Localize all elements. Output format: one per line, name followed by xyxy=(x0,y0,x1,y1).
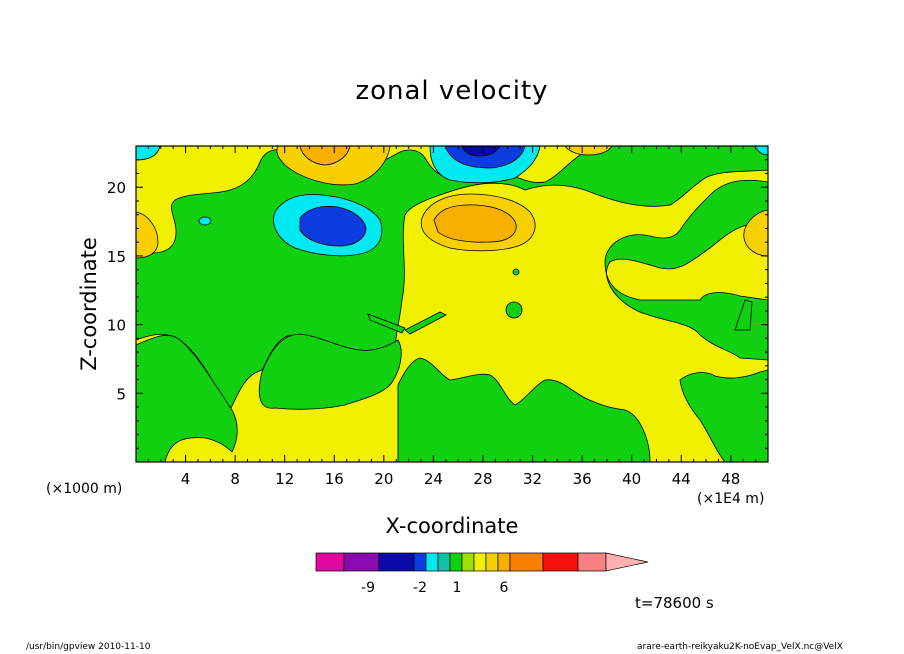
contour-right-island xyxy=(734,299,753,331)
y-tick-label: 20 xyxy=(107,179,126,197)
contour-center-green xyxy=(258,333,402,410)
contour-blob-mid xyxy=(505,301,523,319)
colorbar-segment xyxy=(425,552,439,572)
x-tick-label: 32 xyxy=(523,470,542,488)
colorbar-arrow xyxy=(605,552,649,572)
contour-blob-left xyxy=(198,216,212,226)
x-tick-label: 36 xyxy=(573,470,592,488)
plot-frame xyxy=(135,145,769,463)
colorbar-segment xyxy=(509,552,544,572)
colorbar: -9 -2 1 6 xyxy=(315,552,649,596)
contour-pos-orange xyxy=(433,204,517,243)
footer-source-file: arare-earth-reikyaku2K-noEvap_VelX.nc@Ve… xyxy=(637,642,843,652)
contour-far-right-green xyxy=(679,369,768,462)
chart-title: zonal velocity xyxy=(355,76,549,106)
contour-left-orange xyxy=(136,211,159,259)
x-scale-label: (×1E4 m) xyxy=(697,491,765,507)
x-axis-label: X-coordinate xyxy=(385,514,519,538)
x-tick-label: 4 xyxy=(181,470,191,488)
colorbar-tick-label: -9 xyxy=(361,580,375,596)
x-tick-label: 40 xyxy=(622,470,641,488)
colorbar-segment xyxy=(577,552,607,572)
y-tick-label: 10 xyxy=(107,317,126,335)
x-tick-label: 28 xyxy=(473,470,492,488)
colorbar-segment xyxy=(473,552,487,572)
contour-top-pos-orange xyxy=(299,146,351,166)
colorbar-segment xyxy=(497,552,511,572)
x-tick-label: 16 xyxy=(325,470,344,488)
z-scale-label: (×1000 m) xyxy=(46,481,123,497)
y-tick-label: 5 xyxy=(116,385,126,403)
x-tick-label: 20 xyxy=(374,470,393,488)
contour-top-neg-core xyxy=(461,146,501,157)
contour-top-right-yellow xyxy=(564,146,613,156)
colorbar-segment xyxy=(413,552,427,572)
colorbar-segment xyxy=(437,552,451,572)
time-label: t=78600 s xyxy=(635,594,714,612)
x-tick-label: 8 xyxy=(230,470,240,488)
colorbar-segment xyxy=(343,552,380,572)
colorbar-tick-label: 1 xyxy=(453,580,462,596)
contour-field xyxy=(136,146,768,462)
contour-neg-blue xyxy=(299,206,367,247)
colorbar-segment xyxy=(461,552,475,572)
contour-filament xyxy=(404,311,447,335)
x-tick-label: 48 xyxy=(721,470,740,488)
y-tick-label: 15 xyxy=(107,248,126,266)
colorbar-segment xyxy=(485,552,499,572)
contour-upper-green xyxy=(136,146,768,361)
colorbar-segment xyxy=(449,552,463,572)
colorbar-segment xyxy=(542,552,579,572)
contour-spike xyxy=(367,313,406,334)
y-axis-label: Z-coordinate xyxy=(77,237,101,371)
x-tick-label: 24 xyxy=(424,470,443,488)
colorbar-segment xyxy=(315,552,345,572)
x-tick-label: 12 xyxy=(275,470,294,488)
colorbar-tick-label: 6 xyxy=(500,580,509,596)
footer-program-date: /usr/bin/gpview 2010-11-10 xyxy=(26,642,151,652)
x-tick-label: 44 xyxy=(672,470,691,488)
contour-lower-left-green xyxy=(136,334,238,462)
contour-lower-right-green xyxy=(397,357,651,462)
contour-islet xyxy=(512,268,520,276)
colorbar-segment xyxy=(378,552,415,572)
colorbar-tick-label: -2 xyxy=(413,580,427,596)
contour-right-orange xyxy=(743,209,768,257)
